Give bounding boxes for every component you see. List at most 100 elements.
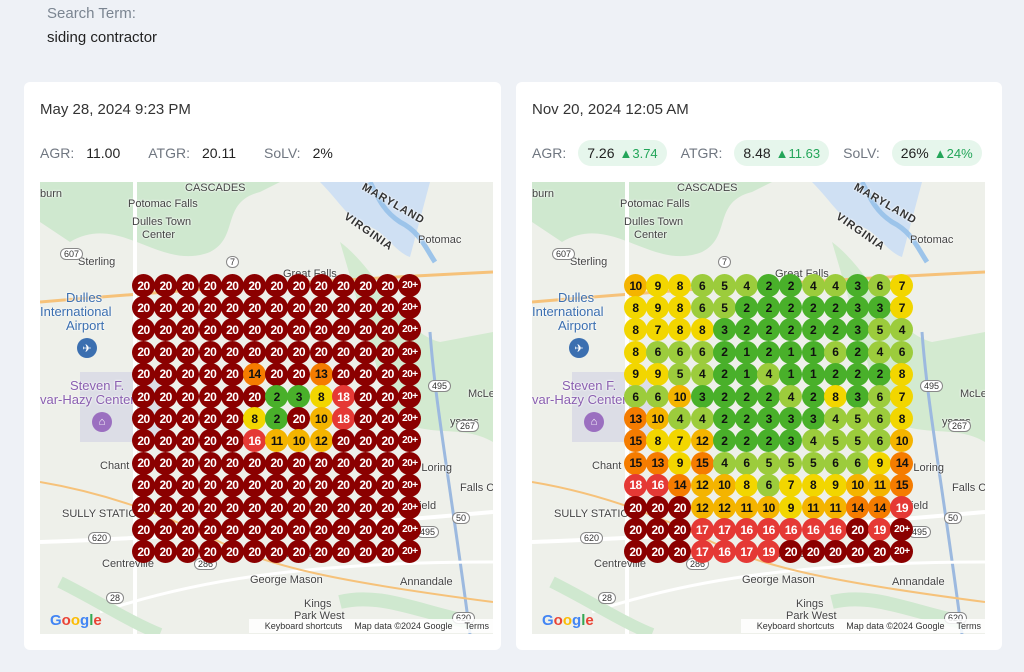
rank-cell: 16 <box>757 518 781 542</box>
rank-cell: 4 <box>779 385 803 408</box>
rank-cell: 20 <box>132 318 155 342</box>
rank-cell: 15 <box>624 429 647 453</box>
rank-cell: 20 <box>220 274 244 297</box>
map-view[interactable]: CASCADES Potomac Falls Dulles Town Center bu… <box>532 182 985 634</box>
rank-cell: 3 <box>757 407 781 431</box>
terms-link[interactable]: Terms <box>464 621 490 631</box>
rank-cell: 3 <box>801 407 825 431</box>
rank-cell: 9 <box>646 274 670 297</box>
metric-label: SoLV: <box>263 145 301 161</box>
rank-cell: 5 <box>712 274 736 297</box>
rank-cell: 11 <box>801 496 825 519</box>
rank-cell: 2 <box>779 318 803 342</box>
rank-cell: 20 <box>287 540 311 564</box>
route-shield: 495 <box>920 380 944 392</box>
rank-cell: 20 <box>376 451 400 475</box>
rank-cell: 3 <box>690 385 714 408</box>
rank-cell: 14 <box>668 473 692 497</box>
rank-cell: 20 <box>376 274 400 297</box>
map-label-udvar: var-Hazy Center <box>40 392 135 407</box>
rank-cell: 20 <box>243 385 266 408</box>
rank-cell: 20 <box>376 407 400 431</box>
map-data-text: Map data ©2024 Google <box>846 621 945 631</box>
rank-cell: 7 <box>890 274 914 297</box>
rank-cell: 5 <box>668 362 692 386</box>
rank-cell: 20 <box>220 451 244 475</box>
arrow-up-icon: ▲ <box>775 145 789 161</box>
metric-solv: SoLV: 2% <box>264 145 347 161</box>
rank-cell: 20 <box>132 540 155 564</box>
rank-cell: 20 <box>198 385 222 408</box>
rank-cell: 6 <box>846 451 869 475</box>
rank-cell: 3 <box>712 318 736 342</box>
rank-cell: 20 <box>309 540 333 564</box>
rank-cell: 20 <box>376 385 400 408</box>
rank-cell: 20 <box>132 451 155 475</box>
rank-cell: 1 <box>801 362 825 386</box>
rank-cell: 20+ <box>398 451 422 475</box>
map-label-dulles-town: Dulles Town <box>624 216 684 228</box>
rank-cell: 9 <box>646 296 670 320</box>
rank-cell: 20+ <box>890 540 914 564</box>
map-label-potomac-falls: Potomac Falls <box>620 198 690 210</box>
rank-cell: 2 <box>712 429 736 453</box>
rank-cell: 20 <box>376 540 400 564</box>
keyboard-shortcuts-link[interactable]: Keyboard shortcuts <box>756 621 835 631</box>
rank-cell: 4 <box>868 340 892 364</box>
rank-cell: 8 <box>668 318 692 342</box>
rank-cell: 20 <box>243 318 266 342</box>
metric-solv: SoLV: 26% ▲ 24% <box>843 140 982 166</box>
rank-cell: 2 <box>735 385 758 408</box>
rank-cell: 6 <box>757 473 781 497</box>
map-label-chantilly: Chant <box>592 460 622 472</box>
rank-cell: 6 <box>868 407 892 431</box>
rank-cell: 6 <box>823 451 847 475</box>
rank-cell: 9 <box>823 473 847 497</box>
rank-cell: 20 <box>176 451 200 475</box>
route-shield: 620 <box>580 532 604 544</box>
rank-cell: 20 <box>220 518 244 542</box>
rank-cell: 4 <box>801 274 825 297</box>
metric-atgr: ATGR: 8.48 ▲ 11.63 <box>681 140 830 166</box>
rank-cell: 20 <box>220 429 244 453</box>
rank-cell: 10 <box>309 407 333 431</box>
rank-cell: 20 <box>646 540 670 564</box>
map-label-falls-church: Falls C <box>952 482 985 494</box>
rank-cell: 20 <box>154 473 178 497</box>
rank-cell: 20+ <box>398 540 422 564</box>
rank-cell: 20 <box>132 473 155 497</box>
rank-cell: 5 <box>846 429 869 453</box>
map-label-potomac: Potomac <box>418 234 462 246</box>
rank-cell: 20 <box>220 473 244 497</box>
rank-cell: 8 <box>624 296 647 320</box>
rank-cell: 6 <box>890 340 914 364</box>
rank-cell: 20 <box>198 473 222 497</box>
rank-cell: 20 <box>243 518 266 542</box>
rank-cell: 20 <box>331 340 355 364</box>
rank-cell: 20 <box>309 518 333 542</box>
rank-cell: 1 <box>735 340 758 364</box>
route-shield: 7 <box>718 256 732 268</box>
keyboard-shortcuts-link[interactable]: Keyboard shortcuts <box>264 621 343 631</box>
terms-link[interactable]: Terms <box>956 621 982 631</box>
rank-cell: 20 <box>154 385 178 408</box>
rank-cell: 14 <box>868 496 892 519</box>
rank-cell: 20 <box>823 540 847 564</box>
metric-value: 2% <box>312 145 333 161</box>
rank-cell: 20+ <box>890 518 914 542</box>
rank-cell: 20 <box>243 274 266 297</box>
rank-cell: 1 <box>779 362 803 386</box>
map-view[interactable]: CASCADES Potomac Falls Dulles Town Center bu… <box>40 182 493 634</box>
rank-cell: 20 <box>868 540 892 564</box>
rank-cell: 1 <box>779 340 803 364</box>
map-label-potomac-falls: Potomac Falls <box>128 198 198 210</box>
google-letter: g <box>80 612 90 629</box>
map-feature <box>57 576 163 634</box>
rank-cell: 20+ <box>398 385 422 408</box>
metrics-row: AGR: 7.26 ▲ 3.74 ATGR: 8.48 ▲ 11.63 SoLV… <box>532 139 996 167</box>
rank-cell: 20+ <box>398 318 422 342</box>
rank-cell: 4 <box>735 274 758 297</box>
rank-cell: 20 <box>198 496 222 519</box>
rank-cell: 20 <box>309 496 333 519</box>
rank-cell: 20 <box>646 518 670 542</box>
